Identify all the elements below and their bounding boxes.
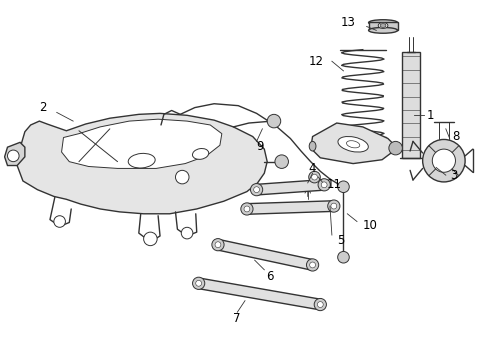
Circle shape — [254, 187, 260, 193]
FancyBboxPatch shape — [368, 22, 397, 30]
Circle shape — [196, 280, 201, 286]
Ellipse shape — [193, 149, 209, 159]
Text: 1: 1 — [426, 109, 434, 122]
Polygon shape — [247, 201, 334, 214]
Circle shape — [432, 149, 456, 172]
Circle shape — [144, 232, 157, 246]
Circle shape — [318, 179, 330, 191]
Circle shape — [314, 298, 326, 311]
Text: 5: 5 — [337, 234, 344, 247]
Circle shape — [338, 181, 349, 193]
Circle shape — [306, 259, 318, 271]
Text: 4: 4 — [309, 162, 317, 175]
Polygon shape — [62, 119, 222, 168]
Circle shape — [389, 141, 402, 155]
Polygon shape — [198, 278, 321, 310]
Text: 10: 10 — [363, 219, 378, 232]
Circle shape — [250, 184, 263, 196]
Text: 3: 3 — [450, 169, 457, 182]
Circle shape — [181, 227, 193, 239]
Circle shape — [423, 139, 465, 182]
Ellipse shape — [378, 23, 388, 28]
Text: 6: 6 — [266, 270, 274, 283]
Circle shape — [193, 277, 205, 289]
Circle shape — [7, 150, 19, 162]
Ellipse shape — [368, 27, 397, 33]
Polygon shape — [4, 142, 25, 166]
Circle shape — [275, 155, 289, 168]
Circle shape — [309, 171, 320, 183]
Text: 8: 8 — [453, 130, 460, 143]
Circle shape — [328, 200, 340, 212]
Circle shape — [212, 239, 224, 251]
Ellipse shape — [338, 136, 368, 152]
Polygon shape — [17, 113, 267, 214]
Polygon shape — [311, 123, 397, 163]
FancyBboxPatch shape — [402, 51, 420, 158]
Text: 9: 9 — [257, 140, 264, 153]
Text: 13: 13 — [341, 16, 356, 29]
Text: 12: 12 — [309, 55, 324, 68]
Circle shape — [321, 182, 327, 188]
Circle shape — [312, 174, 318, 180]
Text: 2: 2 — [40, 101, 47, 114]
Circle shape — [318, 302, 323, 307]
Ellipse shape — [128, 153, 155, 168]
Circle shape — [331, 203, 337, 209]
Text: 11: 11 — [327, 178, 342, 191]
Circle shape — [215, 242, 221, 248]
Circle shape — [244, 206, 250, 212]
Text: 7: 7 — [233, 311, 241, 325]
Circle shape — [310, 262, 316, 268]
Polygon shape — [256, 180, 324, 195]
Circle shape — [338, 251, 349, 263]
Circle shape — [54, 216, 66, 227]
Ellipse shape — [309, 141, 316, 151]
Ellipse shape — [368, 20, 397, 26]
Circle shape — [241, 203, 253, 215]
Polygon shape — [217, 239, 314, 270]
Ellipse shape — [380, 24, 386, 27]
Circle shape — [267, 114, 281, 128]
Circle shape — [175, 170, 189, 184]
